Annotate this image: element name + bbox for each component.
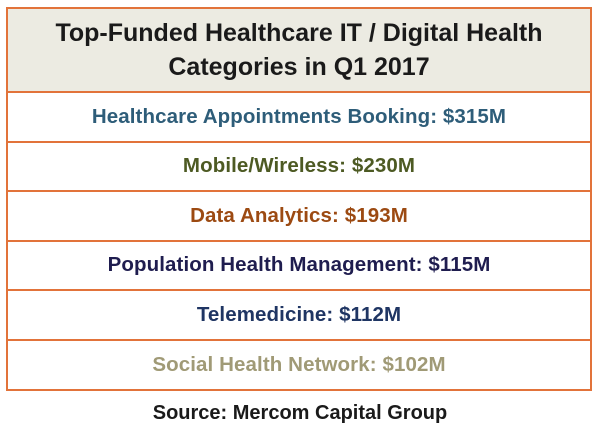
row-label-data-analytics: Data Analytics: $193M	[190, 203, 408, 227]
table-row: Telemedicine: $112M	[8, 291, 590, 341]
table-title: Top-Funded Healthcare IT / Digital Healt…	[55, 19, 543, 81]
table-row: Mobile/Wireless: $230M	[8, 142, 590, 192]
row-label-telemedicine: Telemedicine: $112M	[196, 302, 402, 326]
row-label-population-health: Population Health Management: $115M	[107, 253, 491, 277]
row-label-mobile-wireless: Mobile/Wireless: $230M	[182, 154, 416, 178]
table-row: Population Health Management: $115M	[8, 241, 590, 291]
row-label-social-health-network: Social Health Network: $102M	[152, 352, 446, 376]
table-header: Top-Funded Healthcare IT / Digital Healt…	[8, 9, 590, 93]
table-row: Social Health Network: $102M	[8, 340, 590, 389]
row-label-appointments-booking: Healthcare Appointments Booking: $315M	[91, 104, 507, 128]
table-row: Data Analytics: $193M	[8, 192, 590, 242]
table-row: Healthcare Appointments Booking: $315M	[8, 93, 590, 143]
funding-table: Top-Funded Healthcare IT / Digital Healt…	[6, 7, 592, 391]
source-caption: Source: Mercom Capital Group	[152, 402, 448, 424]
